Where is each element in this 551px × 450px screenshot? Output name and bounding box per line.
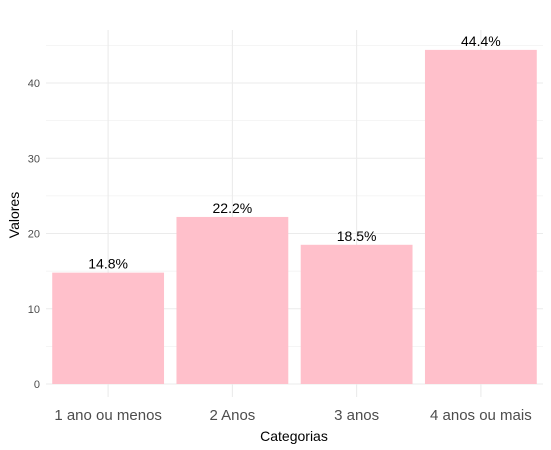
x-tick-label: 4 anos ou mais — [430, 407, 532, 424]
y-tick-label: 20 — [28, 229, 40, 241]
y-axis-title: Valores — [6, 192, 22, 238]
bar — [176, 216, 289, 384]
x-axis-title: Categorias — [260, 428, 328, 444]
data-labels: 14.8% 22.2% 18.5% 44.4% — [88, 33, 500, 272]
y-tick-label: 10 — [28, 304, 40, 316]
bar — [300, 244, 413, 384]
bar — [424, 49, 537, 384]
bar-value-label: 22.2% — [213, 200, 253, 216]
x-tick-label: 3 anos — [334, 407, 379, 424]
y-axis: 0 10 20 30 40 — [28, 78, 40, 391]
bar — [52, 272, 165, 384]
bar-value-label: 14.8% — [88, 256, 128, 272]
bars — [52, 49, 537, 384]
y-tick-label: 40 — [28, 78, 40, 90]
bar-value-label: 44.4% — [461, 33, 501, 49]
x-tick-label: 1 ano ou menos — [54, 407, 162, 424]
bar-value-label: 18.5% — [337, 228, 377, 244]
y-tick-label: 0 — [34, 379, 40, 391]
x-tick-label: 2 Anos — [209, 407, 255, 424]
x-axis: 1 ano ou menos 2 Anos 3 anos 4 anos ou mais — [54, 407, 531, 424]
y-tick-label: 30 — [28, 153, 40, 165]
